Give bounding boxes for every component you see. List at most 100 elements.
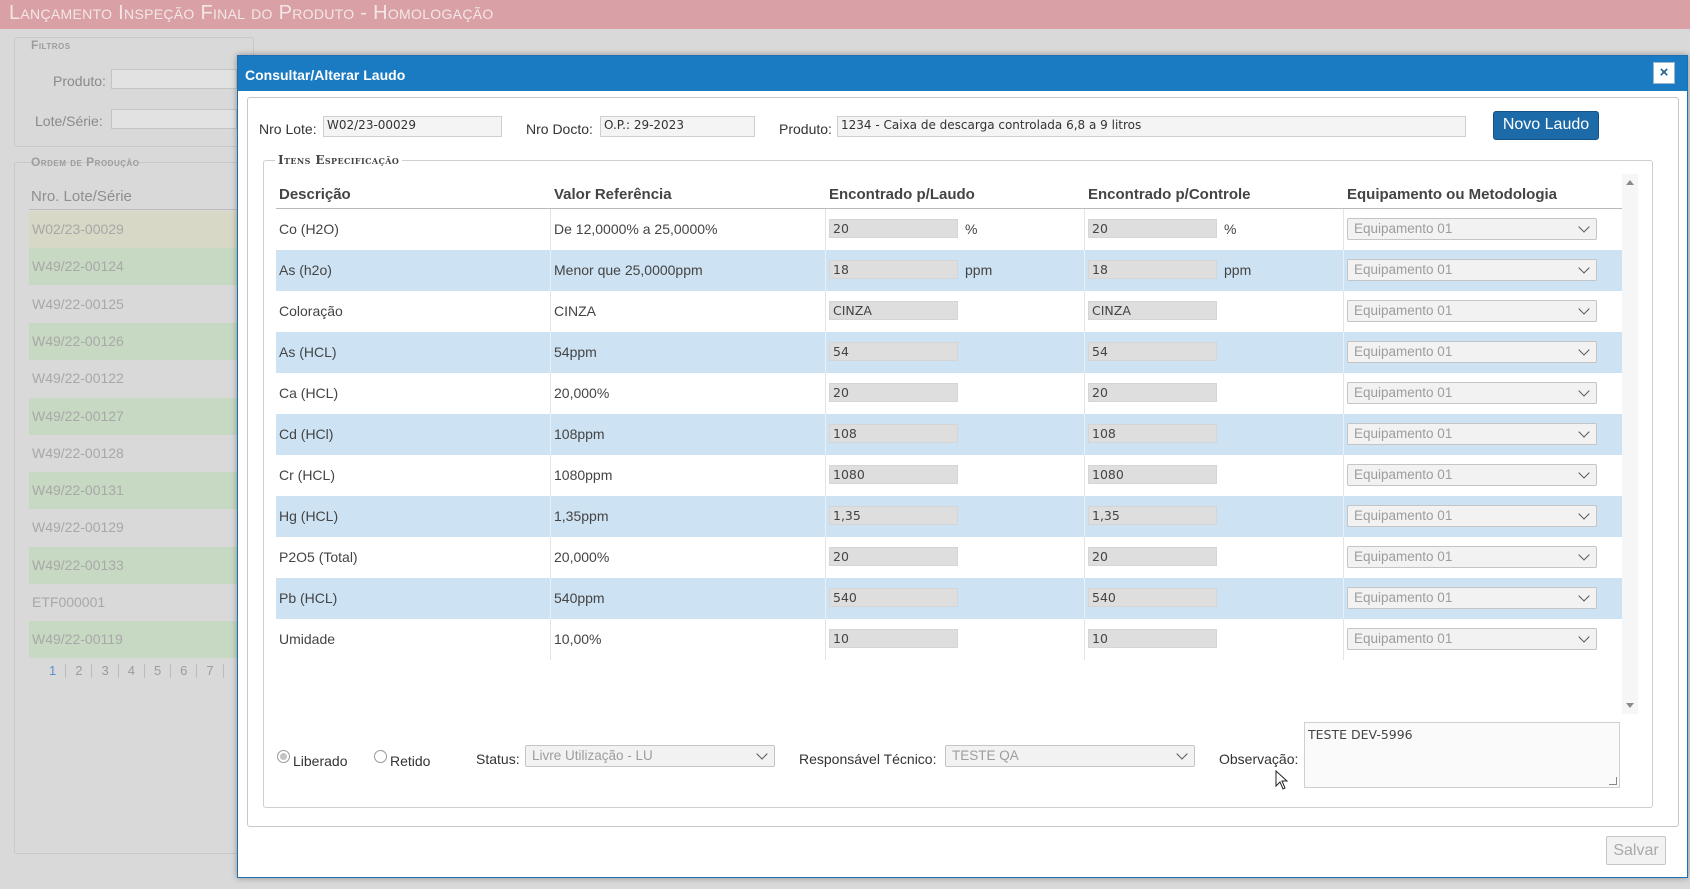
encontrado-laudo-input[interactable]: 540 xyxy=(829,588,958,607)
encontrado-controle-input[interactable]: 20 xyxy=(1088,383,1217,402)
op-row[interactable]: W49/22-00127 xyxy=(29,397,239,435)
encontrado-controle-input[interactable]: 1,35 xyxy=(1088,506,1217,525)
encontrado-laudo-input[interactable]: 20 xyxy=(829,383,958,402)
responsavel-select[interactable]: TESTE QA xyxy=(945,745,1195,767)
op-column-header: Nro. Lote/Série xyxy=(31,188,132,205)
op-row[interactable]: W49/22-00129 xyxy=(29,509,239,547)
encontrado-laudo-input[interactable]: 18 xyxy=(829,260,958,279)
op-row[interactable]: W49/22-00131 xyxy=(29,472,239,510)
op-row[interactable]: W49/22-00126 xyxy=(29,322,239,360)
column-divider xyxy=(1343,578,1344,619)
page-link[interactable]: 2 xyxy=(66,664,93,678)
table-row: Ca (HCL) 20,000% 20 20 Equipamento 01 xyxy=(276,373,1622,414)
op-row[interactable]: W49/22-00124 xyxy=(29,248,239,286)
column-divider xyxy=(1343,537,1344,578)
equipamento-select[interactable]: Equipamento 01 xyxy=(1347,546,1597,568)
encontrado-controle-input[interactable]: 20 xyxy=(1088,547,1217,566)
table-scrollbar[interactable] xyxy=(1622,174,1638,714)
retido-radio[interactable] xyxy=(374,750,387,763)
encontrado-laudo-input[interactable]: 20 xyxy=(829,219,958,238)
column-divider xyxy=(1343,373,1344,414)
encontrado-controle-input[interactable]: 18 xyxy=(1088,260,1217,279)
table-row: As (h2o) Menor que 25,0000ppm 18 ppm 18 ppm Eq… xyxy=(276,250,1622,291)
encontrado-laudo-input[interactable]: 1,35 xyxy=(829,506,958,525)
encontrado-controle-input[interactable]: 108 xyxy=(1088,424,1217,443)
scroll-down-icon[interactable] xyxy=(1626,703,1634,708)
table-row: Co (H2O) De 12,0000% a 25,0000% 20% 20% Equi… xyxy=(276,209,1622,250)
produto-label: Produto: xyxy=(779,121,832,137)
equipamento-select[interactable]: Equipamento 01 xyxy=(1347,300,1597,322)
equipamento-select[interactable]: Equipamento 01 xyxy=(1347,341,1597,363)
equipamento-select[interactable]: Equipamento 01 xyxy=(1347,505,1597,527)
encontrado-controle-input[interactable]: 10 xyxy=(1088,629,1217,648)
scroll-up-icon[interactable] xyxy=(1626,180,1634,185)
encontrado-laudo-input[interactable]: 1080 xyxy=(829,465,958,484)
chevron-down-icon xyxy=(1578,426,1590,438)
table-row: Coloração CINZA CINZA CINZA Equipamento 01 xyxy=(276,291,1622,332)
close-icon[interactable]: × xyxy=(1653,62,1675,84)
equipamento-select[interactable]: Equipamento 01 xyxy=(1347,382,1597,404)
observacao-textarea[interactable]: TESTE DEV-5996 xyxy=(1304,722,1620,788)
op-row[interactable]: W49/22-00122 xyxy=(29,360,239,398)
column-divider xyxy=(1343,291,1344,332)
cell-descricao: Umidade xyxy=(276,619,551,660)
chevron-down-icon xyxy=(1578,221,1590,233)
op-row[interactable]: W49/22-00128 xyxy=(29,434,239,472)
encontrado-controle-input[interactable]: CINZA xyxy=(1088,301,1217,320)
produto-input[interactable]: 1234 - Caixa de descarga controlada 6,8 … xyxy=(837,116,1466,137)
op-row[interactable]: W49/22-00125 xyxy=(29,285,239,323)
column-divider xyxy=(550,291,551,332)
col-encontrado-laudo: Encontrado p/Laudo xyxy=(829,186,975,203)
op-row[interactable]: W49/22-00119 xyxy=(29,621,239,659)
op-row[interactable]: ETF000001 xyxy=(29,584,239,621)
column-divider xyxy=(1084,209,1085,250)
equipamento-select[interactable]: Equipamento 01 xyxy=(1347,628,1597,650)
page-link[interactable]: 4 xyxy=(119,664,145,678)
cell-descricao: P2O5 (Total) xyxy=(276,537,551,578)
column-divider xyxy=(1084,291,1085,332)
table-row: P2O5 (Total) 20,000% 20 20 Equipamento 01 xyxy=(276,537,1622,578)
status-select[interactable]: Livre Utilização - LU xyxy=(525,745,775,767)
novo-laudo-button[interactable]: Novo Laudo xyxy=(1493,111,1599,140)
produto-filter-input[interactable] xyxy=(111,69,237,89)
encontrado-laudo-input[interactable]: 54 xyxy=(829,342,958,361)
chevron-down-icon xyxy=(1578,262,1590,274)
nro-docto-input[interactable]: O.P.: 29-2023 xyxy=(600,116,755,137)
liberado-radio[interactable] xyxy=(277,750,290,763)
page-link[interactable]: 6 xyxy=(171,664,198,678)
table-row: As (HCL) 54ppm 54 54 Equipamento 01 xyxy=(276,332,1622,373)
column-divider xyxy=(825,455,826,496)
op-row[interactable]: W02/23-00029 xyxy=(29,211,239,248)
op-row[interactable]: W49/22-00133 xyxy=(29,546,239,584)
encontrado-laudo-input[interactable]: 108 xyxy=(829,424,958,443)
chevron-down-icon xyxy=(1578,508,1590,520)
equipamento-value: Equipamento 01 xyxy=(1354,631,1453,646)
cell-referencia: 20,000% xyxy=(551,537,826,578)
encontrado-controle-input[interactable]: 54 xyxy=(1088,342,1217,361)
resize-grip-icon[interactable] xyxy=(1609,777,1617,785)
column-divider xyxy=(1084,537,1085,578)
equipamento-select[interactable]: Equipamento 01 xyxy=(1347,259,1597,281)
equipamento-select[interactable]: Equipamento 01 xyxy=(1347,464,1597,486)
page-link[interactable]: 3 xyxy=(92,664,119,678)
lote-filter-label: Lote/Série: xyxy=(35,113,103,129)
encontrado-controle-input[interactable]: 20 xyxy=(1088,219,1217,238)
page-link[interactable]: 1 xyxy=(40,664,67,678)
encontrado-controle-input[interactable]: 1080 xyxy=(1088,465,1217,484)
table-row: Hg (HCL) 1,35ppm 1,35 1,35 Equipamento 01 xyxy=(276,496,1622,537)
salvar-button[interactable]: Salvar xyxy=(1606,836,1666,865)
nro-lote-input[interactable]: W02/23-00029 xyxy=(323,116,502,137)
page-link[interactable]: 5 xyxy=(145,664,172,678)
nro-docto-label: Nro Docto: xyxy=(526,121,593,137)
equipamento-value: Equipamento 01 xyxy=(1354,262,1453,277)
equipamento-select[interactable]: Equipamento 01 xyxy=(1347,218,1597,240)
lote-filter-input[interactable] xyxy=(111,109,237,129)
encontrado-laudo-input[interactable]: CINZA xyxy=(829,301,958,320)
encontrado-laudo-input[interactable]: 20 xyxy=(829,547,958,566)
encontrado-controle-input[interactable]: 540 xyxy=(1088,588,1217,607)
equipamento-select[interactable]: Equipamento 01 xyxy=(1347,587,1597,609)
col-equipamento: Equipamento ou Metodologia xyxy=(1347,186,1557,203)
encontrado-laudo-input[interactable]: 10 xyxy=(829,629,958,648)
page-link[interactable]: 7 xyxy=(197,664,224,678)
equipamento-select[interactable]: Equipamento 01 xyxy=(1347,423,1597,445)
